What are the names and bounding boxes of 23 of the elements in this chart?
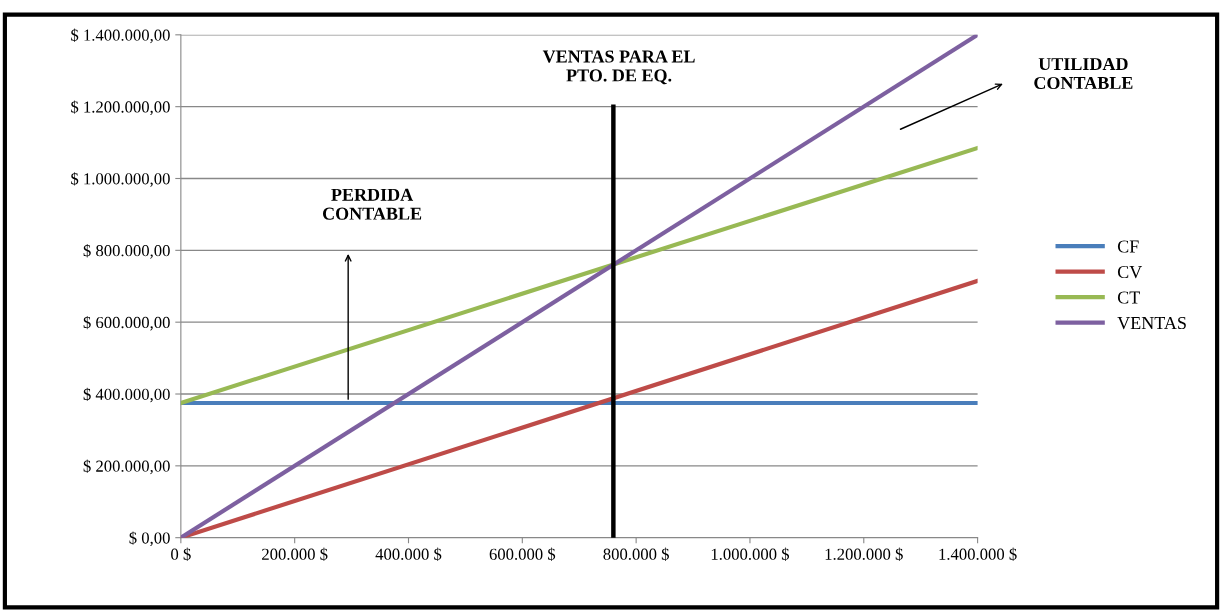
y-tick-label: $ 200.000,00 <box>83 459 170 475</box>
x-tick-label: 800.000 $ <box>603 547 669 561</box>
x-tick-label: 600.000 $ <box>489 547 556 561</box>
x-tick-label: 0 $ <box>171 547 191 561</box>
annotation: PERDIDA CONTABLE <box>322 188 422 220</box>
x-tick-label: 1.200.000 $ <box>825 547 903 561</box>
legend-label: CV <box>1117 265 1143 279</box>
x-tick-label: 400.000 $ <box>375 547 442 561</box>
y-tick-label: $ 0,00 <box>129 531 170 547</box>
y-tick-label: $ 600.000,00 <box>83 315 170 331</box>
x-tick-label: 1.000.000 $ <box>711 547 790 561</box>
y-tick-label: $ 1.000.000,00 <box>71 172 170 187</box>
x-tick-label: 1.400.000 $ <box>939 547 1017 561</box>
y-tick-label: $ 400.000,00 <box>83 387 170 403</box>
x-tick-label: 200.000 $ <box>262 547 328 561</box>
y-tick-label: $ 800.000,00 <box>83 244 170 259</box>
y-tick-label: $ 1.400.000,00 <box>71 28 170 44</box>
annotation: VENTAS PARA EL PTO. DE EQ. <box>542 50 695 85</box>
legend-label: VENTAS <box>1117 316 1186 330</box>
y-tick-label: $ 1.200.000,00 <box>71 100 170 116</box>
legend-label: CF <box>1117 240 1139 253</box>
legend-label: CT <box>1117 291 1140 304</box>
text: UTILIDAD CONTABLE <box>1034 58 1133 90</box>
